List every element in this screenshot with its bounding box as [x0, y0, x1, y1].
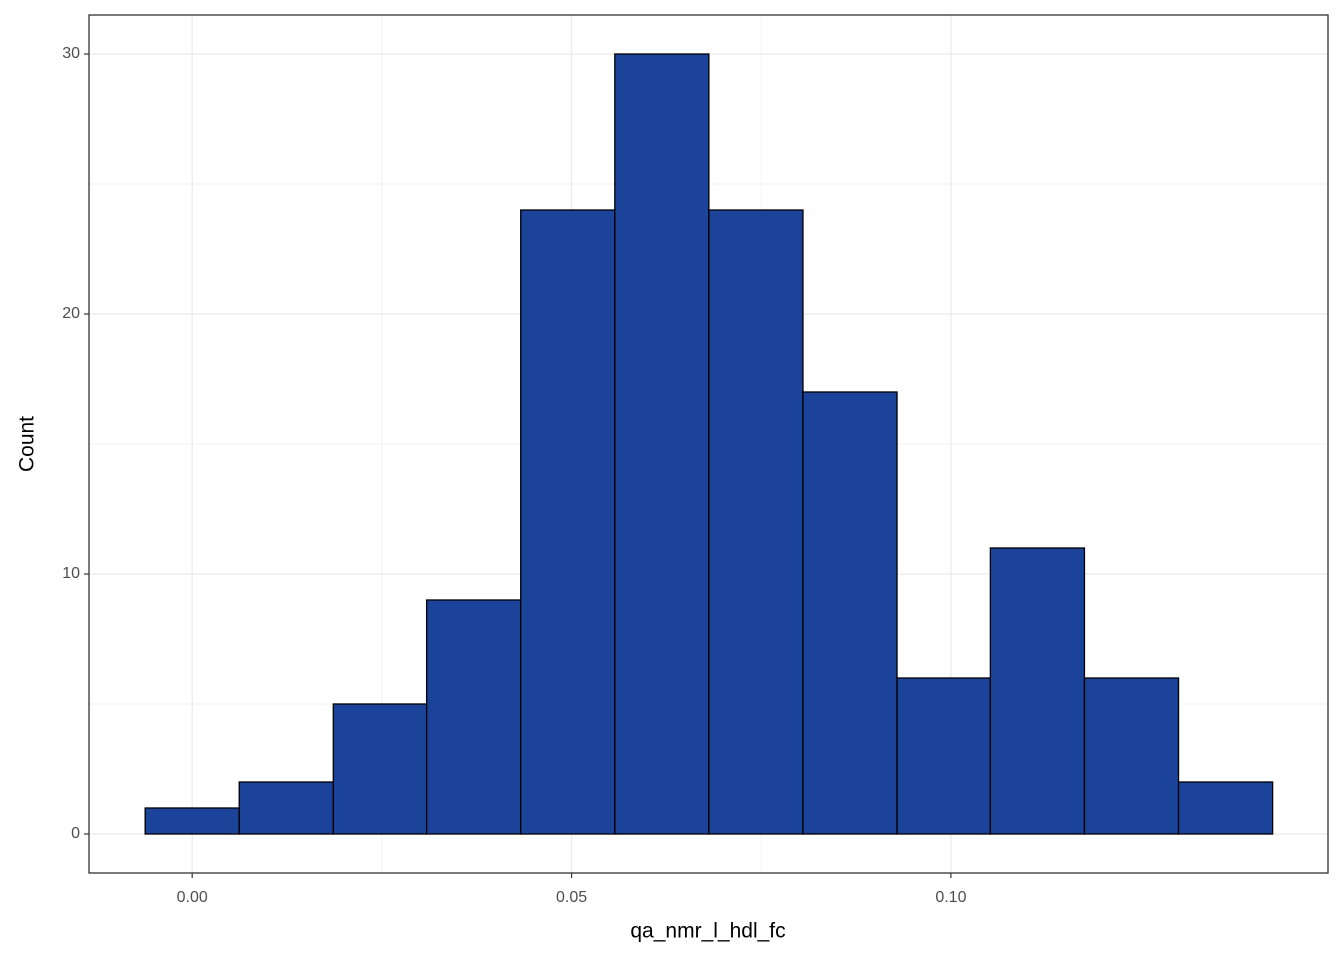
x-tick-label: 0.10 [935, 889, 966, 906]
bar [989, 547, 1086, 835]
y-tick-label: 30 [62, 45, 80, 62]
bar [425, 599, 522, 835]
y-tick-label: 20 [62, 305, 80, 322]
x-tick-label: 0.00 [177, 889, 208, 906]
y-tick-label: 10 [62, 565, 80, 582]
y-axis-title: Count [16, 416, 39, 472]
bar [238, 781, 334, 835]
x-tick-label: 0.05 [556, 889, 587, 906]
bar [1083, 677, 1180, 835]
bar [708, 209, 804, 835]
bar [1177, 781, 1274, 835]
bar [896, 677, 992, 835]
panel-border [88, 14, 1329, 874]
bar [520, 209, 616, 835]
x-axis-title: qa_nmr_l_hdl_fc [630, 920, 785, 943]
bar [614, 53, 710, 835]
bar [802, 391, 898, 835]
bar [332, 703, 428, 835]
y-tick-label: 0 [71, 825, 80, 842]
bar [144, 807, 240, 835]
